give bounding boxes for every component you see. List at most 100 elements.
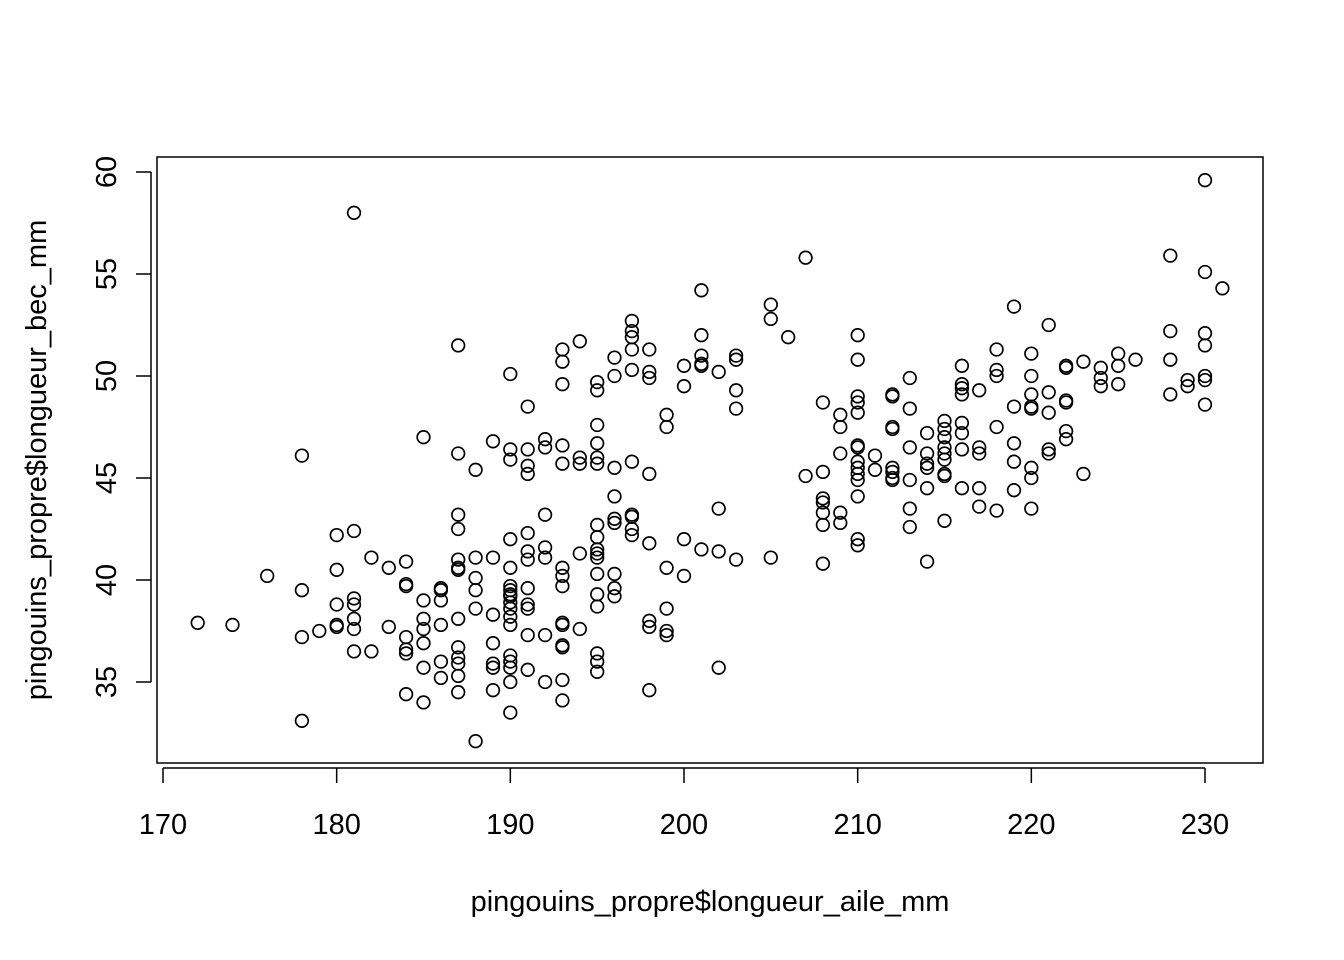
x-tick-label: 220 (1007, 809, 1055, 841)
data-point (381, 619, 396, 635)
data-point (590, 517, 605, 533)
data-point (954, 442, 970, 457)
data-point (590, 383, 605, 398)
data-point (676, 379, 692, 394)
data-point (225, 617, 240, 633)
data-point (711, 501, 726, 516)
data-point (590, 664, 605, 679)
data-point (346, 523, 362, 539)
data-point (503, 705, 518, 720)
data-point (1197, 338, 1213, 353)
data-point (1093, 379, 1108, 394)
data-point (937, 430, 952, 445)
data-point (1024, 501, 1039, 516)
data-point (937, 413, 952, 429)
data-point (1041, 442, 1056, 457)
data-point (555, 456, 570, 471)
data-point (572, 546, 587, 561)
data-point (1128, 352, 1143, 367)
data-points (190, 173, 1230, 749)
data-point (919, 425, 935, 441)
y-tick-label: 55 (91, 258, 123, 290)
data-point (954, 358, 970, 373)
data-point (954, 415, 970, 431)
data-point (1006, 483, 1022, 498)
data-point (398, 554, 414, 569)
data-point (520, 466, 535, 482)
data-point (833, 419, 848, 435)
data-point (346, 621, 362, 637)
data-point (972, 481, 987, 496)
data-point (190, 615, 205, 630)
data-point (555, 342, 570, 357)
data-point (833, 407, 848, 422)
data-point (1041, 446, 1056, 461)
data-point (520, 627, 535, 643)
data-point (451, 685, 466, 700)
data-point (433, 617, 449, 633)
data-point (503, 617, 518, 633)
data-point (503, 578, 518, 594)
data-point (329, 597, 344, 612)
data-point (416, 430, 431, 445)
data-point (728, 348, 744, 363)
data-point (919, 446, 935, 461)
data-point (485, 636, 501, 651)
data-point (607, 511, 622, 526)
data-point (346, 205, 362, 220)
data-point (624, 323, 640, 339)
y-tick-label: 40 (91, 564, 123, 596)
data-point (294, 629, 310, 645)
data-point (1180, 372, 1195, 388)
data-point (537, 440, 553, 455)
data-point (485, 683, 501, 698)
data-point (850, 466, 865, 482)
data-point (572, 450, 587, 465)
data-point (642, 364, 657, 380)
data-point (937, 421, 952, 437)
data-point (451, 446, 466, 461)
data-point (416, 660, 431, 675)
data-point (1024, 460, 1039, 475)
data-point (520, 399, 535, 414)
data-point (642, 683, 657, 698)
data-point (798, 250, 813, 265)
data-point (798, 468, 813, 484)
data-point (989, 503, 1004, 518)
data-point (590, 654, 605, 669)
data-point (919, 481, 935, 496)
data-point (468, 734, 483, 749)
data-point (451, 562, 466, 577)
data-point (433, 654, 449, 669)
data-point (902, 401, 917, 416)
data-point (694, 328, 709, 343)
data-point (294, 583, 310, 598)
data-point (850, 532, 865, 547)
data-point (451, 650, 466, 665)
data-point (537, 507, 553, 522)
data-point (503, 532, 518, 547)
data-point (850, 405, 865, 420)
data-point (624, 362, 640, 378)
data-point (833, 515, 848, 531)
data-point (537, 540, 553, 555)
data-point (468, 462, 483, 477)
data-point (642, 370, 657, 386)
data-point (329, 619, 344, 635)
data-point (954, 481, 970, 496)
data-point (537, 550, 553, 565)
data-point (815, 495, 831, 510)
data-point (555, 578, 570, 594)
data-point (537, 674, 553, 690)
data-point (919, 460, 935, 475)
data-point (694, 348, 709, 363)
data-point (451, 640, 466, 655)
data-point (676, 358, 692, 373)
data-point (1006, 436, 1022, 451)
data-point (451, 552, 466, 567)
data-point (572, 334, 587, 349)
data-point (555, 617, 570, 633)
data-point (520, 525, 535, 541)
data-point (607, 460, 622, 475)
data-point (1076, 466, 1091, 482)
